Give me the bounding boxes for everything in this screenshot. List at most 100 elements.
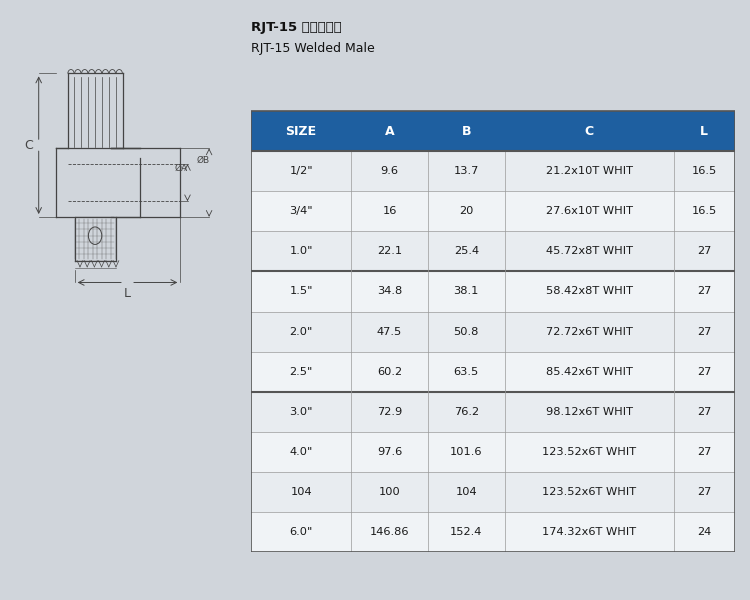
Text: 27: 27 xyxy=(697,367,712,377)
Bar xyxy=(505,512,674,552)
Bar xyxy=(427,472,505,512)
Bar xyxy=(351,432,427,472)
Text: 27: 27 xyxy=(697,447,712,457)
Text: L: L xyxy=(124,287,131,300)
Bar xyxy=(427,352,505,392)
Text: 104: 104 xyxy=(290,487,312,497)
Text: 146.86: 146.86 xyxy=(370,527,410,537)
Bar xyxy=(351,311,427,352)
Text: 123.52x6T WHIT: 123.52x6T WHIT xyxy=(542,447,636,457)
Text: 16.5: 16.5 xyxy=(692,206,717,217)
Text: 97.6: 97.6 xyxy=(376,447,402,457)
Text: 152.4: 152.4 xyxy=(450,527,482,537)
Bar xyxy=(505,271,674,311)
Text: 60.2: 60.2 xyxy=(377,367,402,377)
Bar xyxy=(505,111,674,151)
Text: RJT-15 Welded Male: RJT-15 Welded Male xyxy=(251,42,375,55)
Text: 123.52x6T WHIT: 123.52x6T WHIT xyxy=(542,487,636,497)
Text: 22.1: 22.1 xyxy=(377,247,402,256)
Bar xyxy=(427,232,505,271)
Bar xyxy=(251,151,351,191)
Text: L: L xyxy=(700,125,708,137)
Text: 16: 16 xyxy=(382,206,397,217)
Bar xyxy=(351,352,427,392)
Text: 50.8: 50.8 xyxy=(454,326,479,337)
Text: 72.9: 72.9 xyxy=(376,407,402,417)
Bar xyxy=(251,432,351,472)
Text: 27: 27 xyxy=(697,286,712,296)
Bar xyxy=(351,392,427,432)
Bar xyxy=(505,311,674,352)
Text: 104: 104 xyxy=(455,487,477,497)
Text: 1.5": 1.5" xyxy=(290,286,313,296)
Bar xyxy=(427,512,505,552)
Text: 27: 27 xyxy=(697,326,712,337)
Text: 58.42x8T WHIT: 58.42x8T WHIT xyxy=(545,286,632,296)
Bar xyxy=(674,271,735,311)
Text: 2.5": 2.5" xyxy=(290,367,313,377)
Text: ØB: ØB xyxy=(196,156,210,165)
Text: 63.5: 63.5 xyxy=(454,367,479,377)
Text: ØA: ØA xyxy=(175,164,188,173)
Bar xyxy=(251,512,351,552)
Bar xyxy=(251,111,735,552)
Bar xyxy=(251,191,351,232)
Bar xyxy=(251,111,351,151)
Bar xyxy=(427,271,505,311)
Bar xyxy=(505,432,674,472)
Bar xyxy=(427,111,505,151)
Text: 13.7: 13.7 xyxy=(454,166,479,176)
Text: 47.5: 47.5 xyxy=(376,326,402,337)
Text: A: A xyxy=(385,125,394,137)
Bar xyxy=(251,232,351,271)
Text: 9.6: 9.6 xyxy=(380,166,398,176)
Bar xyxy=(674,311,735,352)
Bar xyxy=(505,472,674,512)
Text: 76.2: 76.2 xyxy=(454,407,478,417)
Text: 21.2x10T WHIT: 21.2x10T WHIT xyxy=(545,166,632,176)
Text: 27: 27 xyxy=(697,247,712,256)
Bar xyxy=(674,352,735,392)
Text: 27: 27 xyxy=(697,487,712,497)
Text: 72.72x6T WHIT: 72.72x6T WHIT xyxy=(546,326,632,337)
Text: 2.0": 2.0" xyxy=(290,326,313,337)
Text: 6.0": 6.0" xyxy=(290,527,313,537)
Bar xyxy=(674,191,735,232)
Text: 45.72x8T WHIT: 45.72x8T WHIT xyxy=(545,247,632,256)
Bar xyxy=(351,472,427,512)
Text: 27: 27 xyxy=(697,407,712,417)
Bar xyxy=(505,191,674,232)
Bar xyxy=(251,392,351,432)
Text: 24: 24 xyxy=(698,527,712,537)
Bar xyxy=(351,232,427,271)
Bar xyxy=(674,151,735,191)
Bar xyxy=(505,352,674,392)
Bar xyxy=(505,232,674,271)
Text: 1.0": 1.0" xyxy=(290,247,313,256)
Text: 4.0": 4.0" xyxy=(290,447,313,457)
Text: B: B xyxy=(461,125,471,137)
Text: 100: 100 xyxy=(379,487,400,497)
Bar xyxy=(674,392,735,432)
Bar xyxy=(351,111,427,151)
Bar xyxy=(427,151,505,191)
Bar xyxy=(427,432,505,472)
Text: 174.32x6T WHIT: 174.32x6T WHIT xyxy=(542,527,636,537)
Bar xyxy=(427,392,505,432)
Bar xyxy=(351,151,427,191)
Text: 85.42x6T WHIT: 85.42x6T WHIT xyxy=(546,367,632,377)
Bar xyxy=(674,512,735,552)
Bar xyxy=(251,271,351,311)
Text: 3/4": 3/4" xyxy=(290,206,313,217)
Bar xyxy=(674,472,735,512)
Bar xyxy=(351,512,427,552)
Bar xyxy=(251,472,351,512)
Text: SIZE: SIZE xyxy=(286,125,316,137)
Bar xyxy=(505,151,674,191)
Text: 20: 20 xyxy=(459,206,473,217)
Bar xyxy=(505,392,674,432)
Bar xyxy=(674,232,735,271)
Text: 38.1: 38.1 xyxy=(454,286,479,296)
Bar xyxy=(251,352,351,392)
Bar xyxy=(674,432,735,472)
